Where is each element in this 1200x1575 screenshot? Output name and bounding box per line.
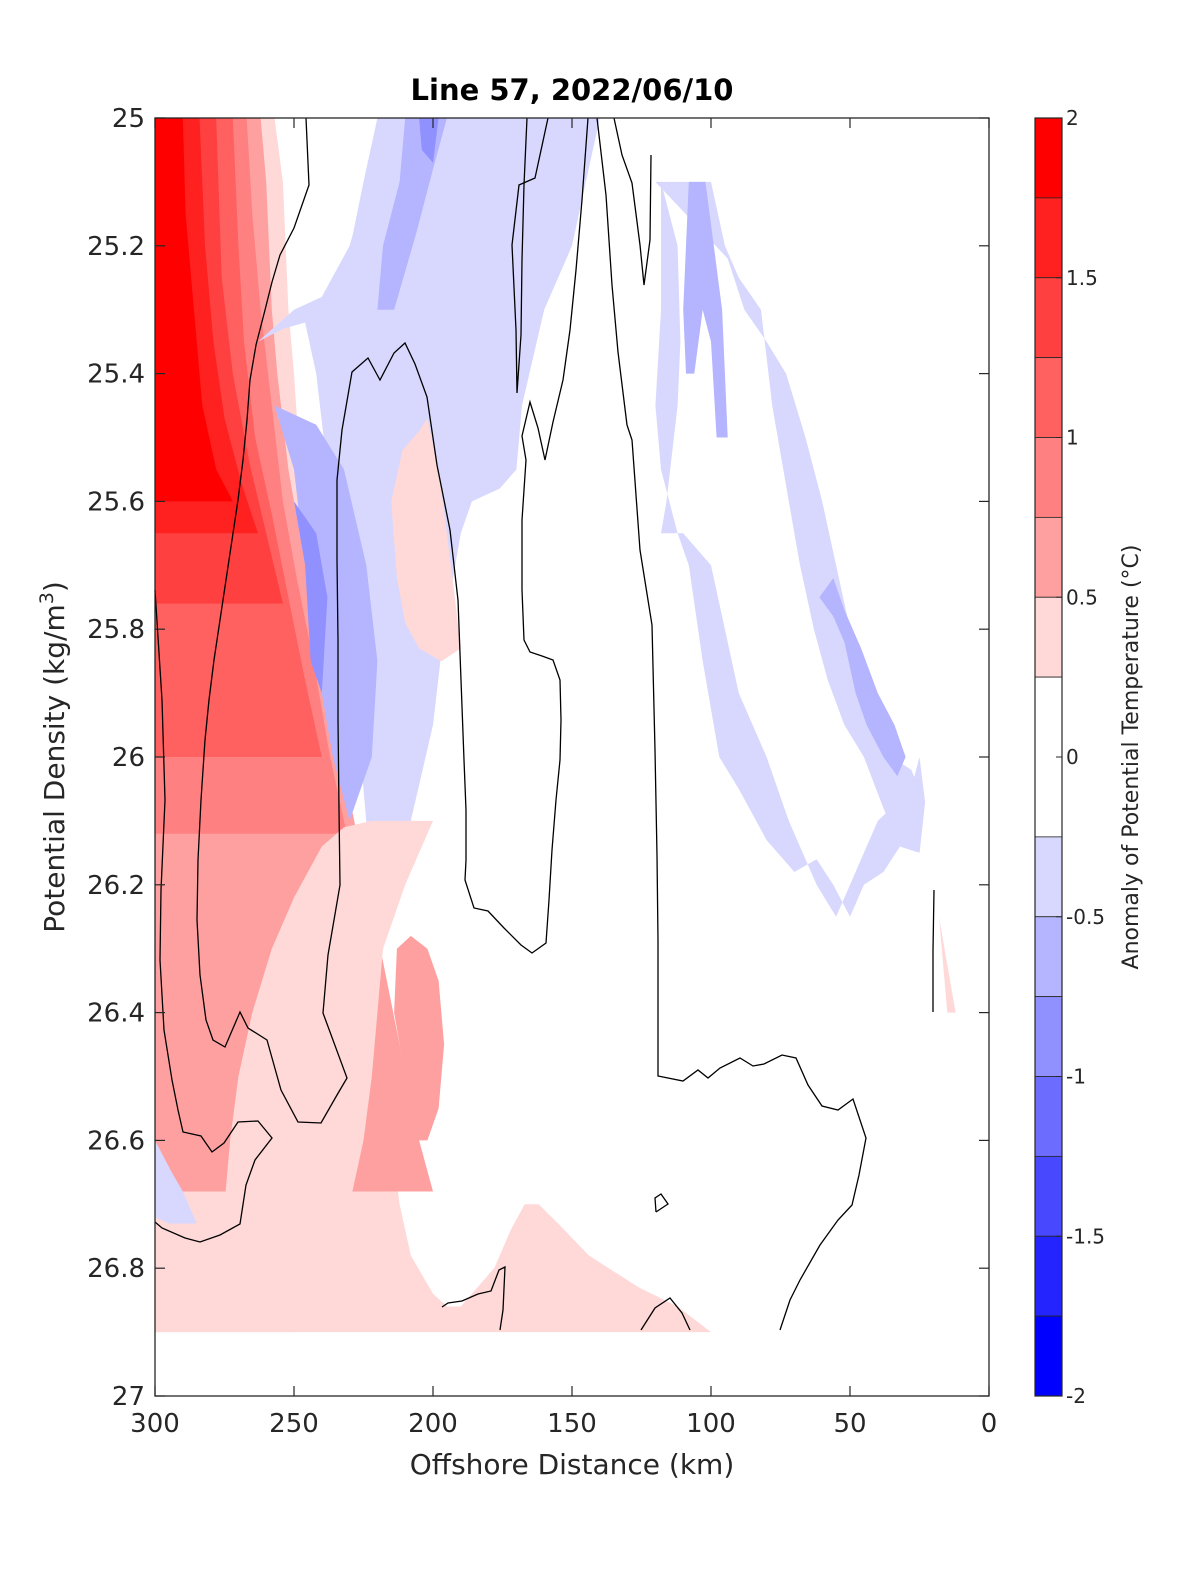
region-cool-nearshore-deep: [819, 578, 906, 777]
colorbar-tick-label: -2: [1066, 1384, 1086, 1408]
y-tick-label: 26.6: [87, 1126, 145, 1156]
colorbar-tick-label: -0.5: [1066, 905, 1105, 929]
y-tick-label: 25.8: [87, 615, 145, 645]
colorbar-swatch: [1034, 596, 1063, 678]
colorbar-swatch: [1034, 357, 1063, 438]
colorbar-swatch: [1034, 836, 1063, 918]
x-tick-label: 100: [686, 1409, 736, 1439]
y-tick-label: 27: [112, 1382, 145, 1412]
plot-area: [154, 117, 990, 1397]
colorbar-tick-label: 2: [1066, 106, 1079, 130]
x-axis-title: Offshore Distance (km): [410, 1448, 735, 1481]
region-cool-nearshore-core: [683, 181, 728, 438]
chart-title: Line 57, 2022/06/10: [411, 73, 734, 107]
colorbar-swatch: [1034, 516, 1063, 598]
contour-line: [441, 1265, 506, 1331]
y-axis-title-close: ): [38, 581, 71, 592]
colorbar-tick-label: -1: [1066, 1065, 1086, 1089]
region-cool-upper-mid-core: [377, 118, 447, 310]
colorbar-swatch: [1034, 1155, 1063, 1237]
y-tick-label: 25: [112, 104, 145, 134]
colorbar-swatch: [1034, 437, 1063, 518]
contour-line: [932, 889, 935, 1012]
region-warm-deep-nearshore-spot: [939, 916, 956, 1013]
x-axis: 300 250 200 150 100 50 0: [130, 118, 997, 1439]
colorbar-swatch: [1034, 117, 1063, 199]
contour-line: [511, 117, 549, 394]
x-tick-label: 200: [408, 1409, 458, 1439]
contour-line: [613, 117, 652, 286]
y-tick-label: 25.6: [87, 487, 145, 517]
colorbar-swatch: [1034, 197, 1063, 279]
contour-line: [640, 1297, 691, 1331]
region-warm-deep-center: [224, 820, 433, 1307]
colorbar-tick-label: 0.5: [1066, 585, 1098, 609]
x-tick-label: 0: [981, 1409, 998, 1439]
region-warm-mid-blob: [391, 418, 461, 662]
colorbar-swatch: [1034, 277, 1063, 359]
contour-line: [596, 117, 867, 1331]
colorbar-swatch: [1034, 996, 1063, 1077]
colorbar-tick-label: 1.5: [1066, 266, 1098, 290]
region-cool-tongue-a-core: [294, 501, 328, 694]
y-axis-title-superscript: 3: [36, 592, 58, 604]
y-tick-label: 26.2: [87, 871, 145, 901]
y-axis-title: Potential Density (kg/m3): [36, 581, 71, 933]
region-offshore-warm-core: [155, 118, 233, 502]
region-cool-deep-offshore: [155, 1140, 197, 1224]
x-tick-label: 50: [833, 1409, 866, 1439]
y-axis: 25 25.2 25.4 25.6 25.8 26 26.2 26.4 26.6 26.8 27: [87, 104, 989, 1412]
contour-line: [654, 1193, 669, 1213]
region-cool-upper-mid: [332, 118, 489, 470]
contour-line: [154, 589, 273, 1243]
colorbar-tick-label: 0: [1066, 745, 1079, 769]
y-axis-title-main: Potential Density (kg/m: [38, 604, 71, 933]
zero-contour-lines: [154, 117, 935, 1331]
region-warm-deep-center-core: [394, 935, 445, 1141]
x-tick-label: 300: [130, 1409, 180, 1439]
colorbar-ticks: 2 1.5 1 0.5 0 -0.5 -1 -1.5 -2: [1056, 106, 1105, 1408]
y-tick-label: 26: [112, 743, 145, 773]
contour-line: [196, 117, 589, 1124]
region-cool-nearshore-body: [655, 181, 926, 917]
colorbar-tick-label: 1: [1066, 426, 1079, 450]
colorbar-swatch: [1034, 1235, 1063, 1317]
colorbar-title: Anomaly of Potential Temperature (°C): [1119, 545, 1144, 970]
colorbar-tick-label: -1.5: [1066, 1224, 1105, 1248]
colorbar-swatch: [1034, 1315, 1063, 1397]
y-tick-label: 25.4: [87, 360, 145, 390]
x-tick-label: 150: [547, 1409, 597, 1439]
region-cool-upper-mid-deep: [419, 118, 439, 163]
y-tick-label: 26.8: [87, 1254, 145, 1284]
y-tick-label: 25.2: [87, 232, 145, 262]
colorbar-swatch: [1034, 1076, 1063, 1157]
x-tick-label: 250: [269, 1409, 319, 1439]
y-tick-label: 26.4: [87, 999, 145, 1029]
colorbar-swatch: [1034, 916, 1063, 998]
colorbar: 2 1.5 1 0.5 0 -0.5 -1 -1.5 -2 Anomaly of Potenti…: [1034, 106, 1144, 1408]
